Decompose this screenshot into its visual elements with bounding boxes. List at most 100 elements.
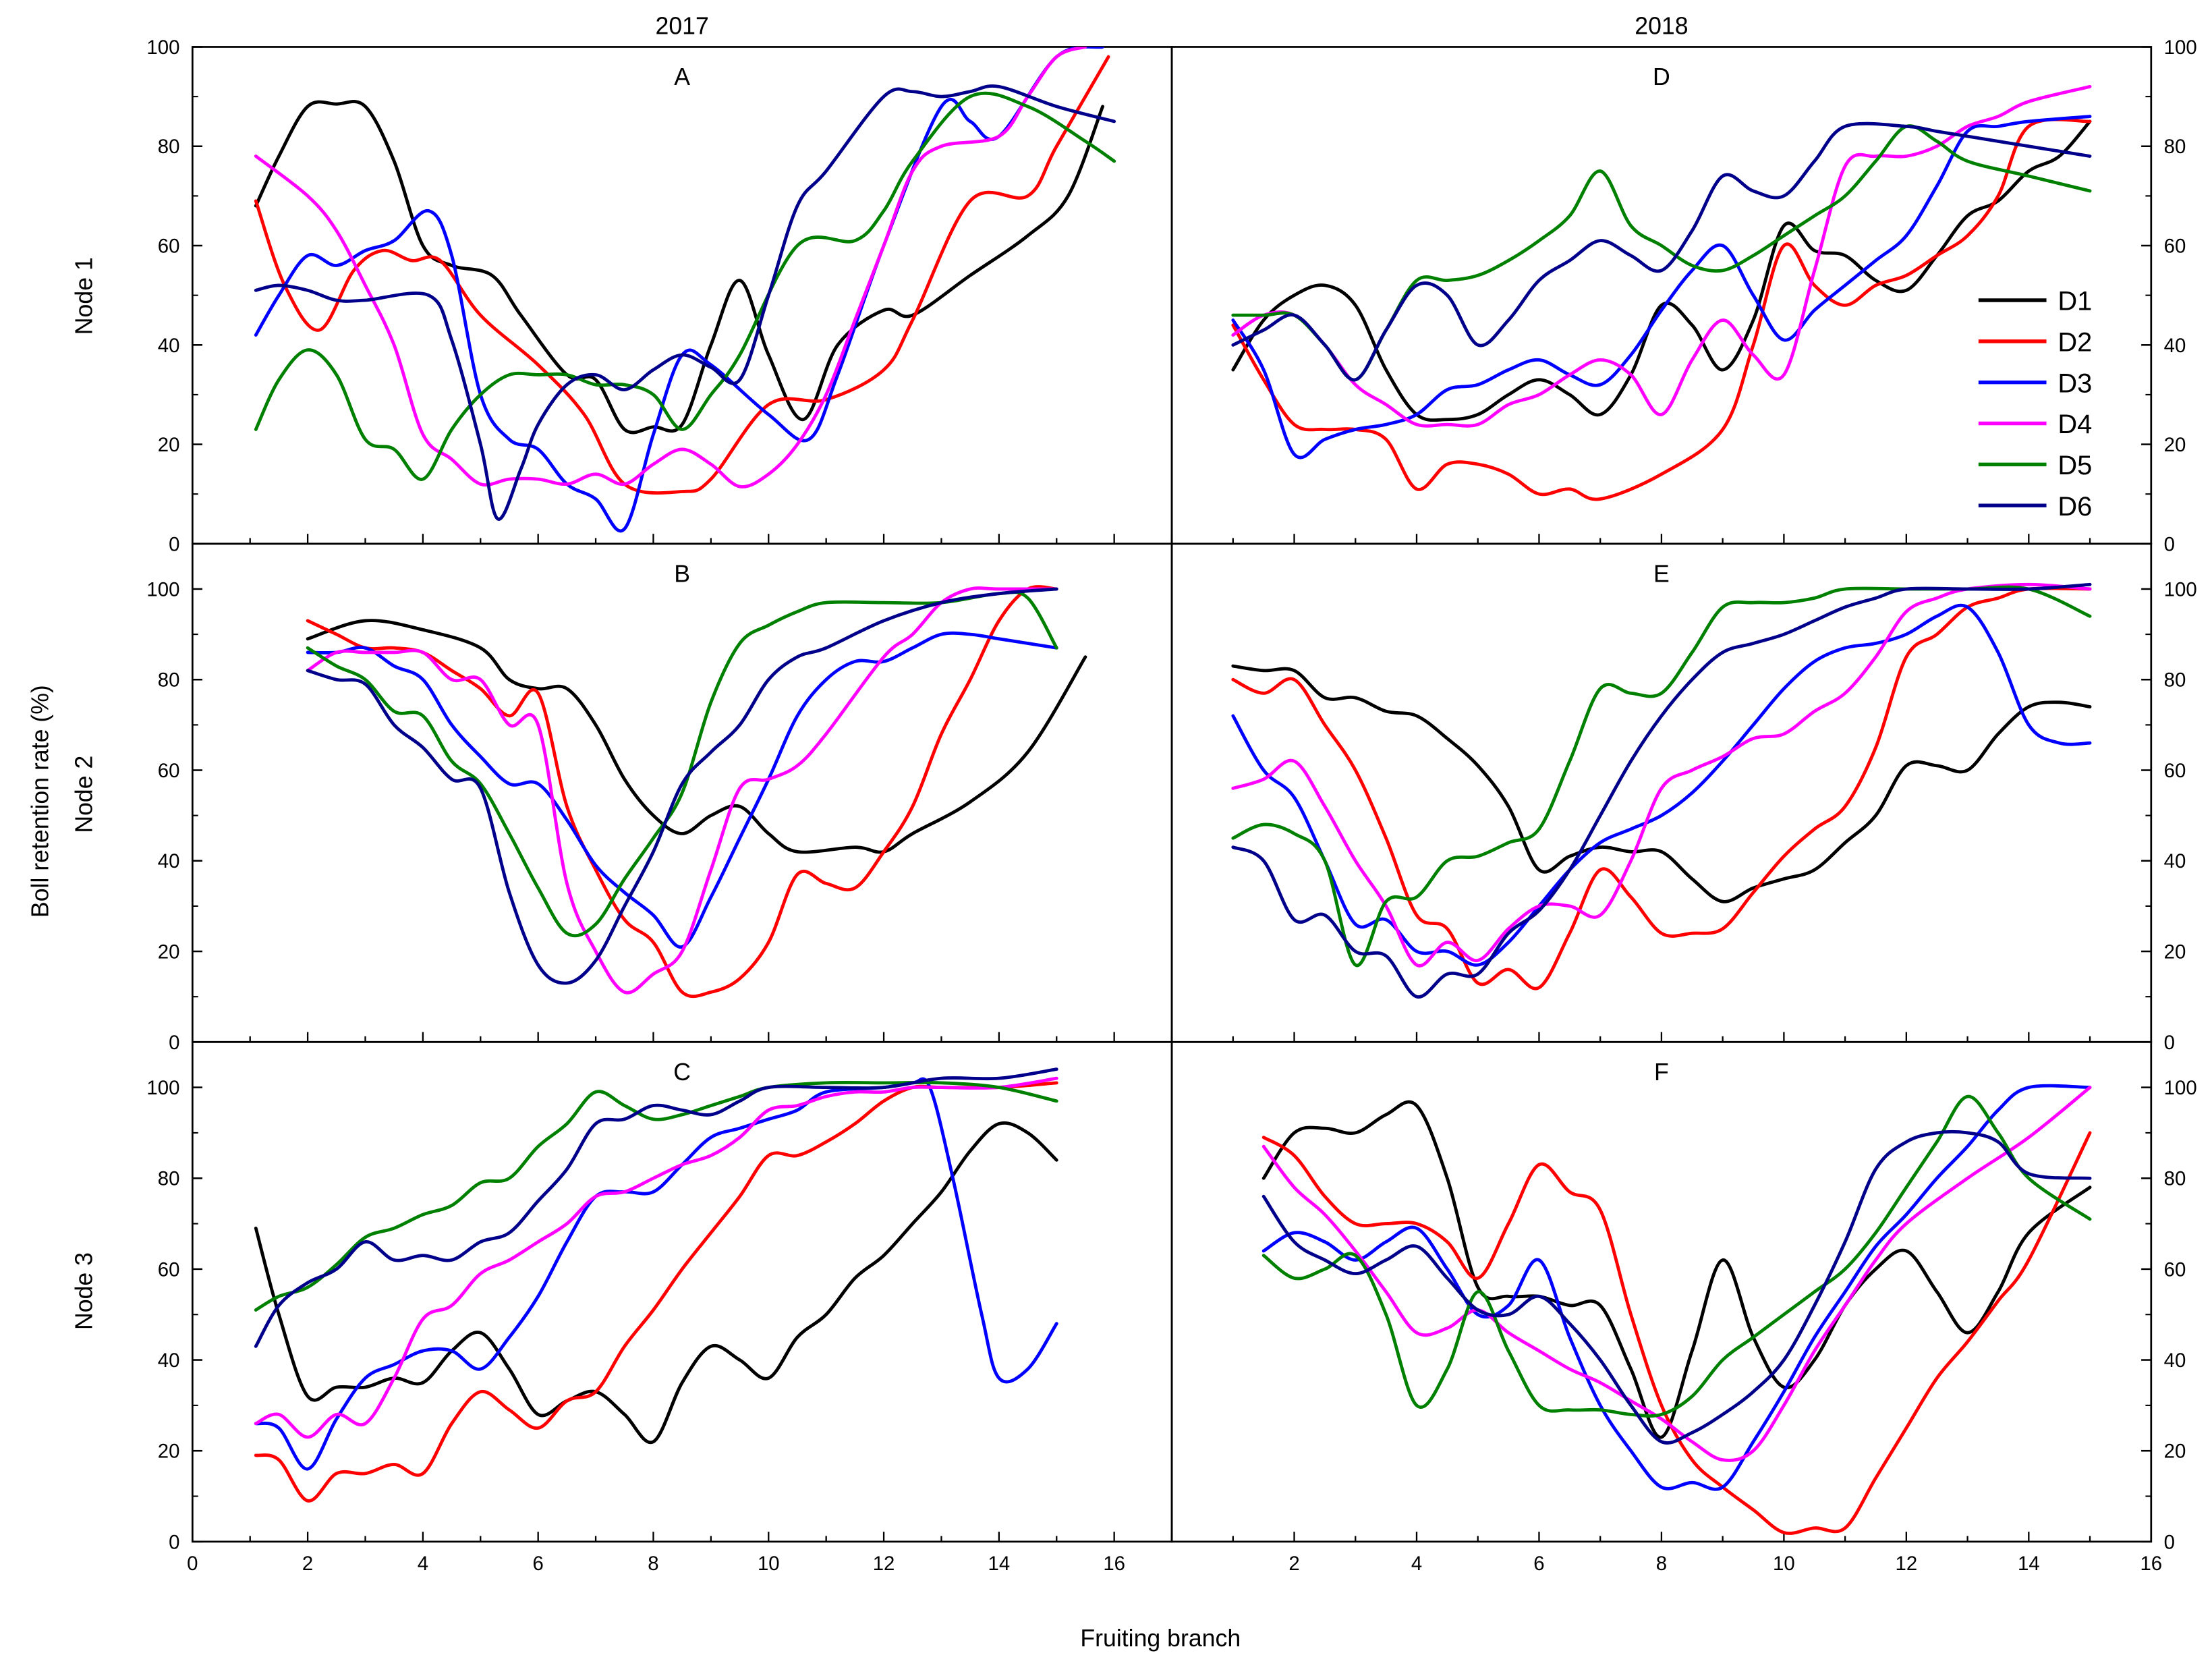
panel-d-series-d6 <box>1231 121 2092 382</box>
panel-d-ytick-label: 20 <box>2164 434 2186 456</box>
panel-a-label: A <box>674 63 690 90</box>
panel-e-ytick-label: 100 <box>2164 578 2197 601</box>
y-axis-title: Boll retention rate (%) <box>26 685 53 918</box>
panel-f-xtick-label: 12 <box>1896 1553 1918 1575</box>
panel-d-ytick-label: 100 <box>2164 36 2197 59</box>
panel-b-series-d6 <box>306 587 1058 985</box>
panel-e-series-d3 <box>1231 603 2092 967</box>
text-labels: 2017 2018 Node 1 Node 2 Node 3 Boll rete… <box>26 13 1688 1652</box>
panel-d-series-d2 <box>1231 117 2092 501</box>
legend-label-d5: D5 <box>2058 451 2092 480</box>
panel-c-xtick-label: 0 <box>187 1553 198 1575</box>
panel-d-label: D <box>1653 63 1670 90</box>
panel-c-series-d2 <box>254 1081 1058 1503</box>
panel-b-ytick-label: 100 <box>146 578 179 601</box>
panel-b-ytick-label: 40 <box>158 850 180 872</box>
panel-c-ytick-label: 0 <box>169 1531 179 1553</box>
row-label-node-1: Node 1 <box>70 257 97 335</box>
panel-f-series-d6 <box>1261 1129 2092 1445</box>
panel-f-ytick-label: 80 <box>2164 1168 2186 1190</box>
panel-f-series-d4 <box>1261 1086 2092 1462</box>
legend-label-d1: D1 <box>2058 287 2092 316</box>
panel-b-ytick-label: 20 <box>158 941 180 964</box>
panel-f-xtick-label: 16 <box>2140 1553 2162 1575</box>
panel-c-xtick-label: 12 <box>873 1553 895 1575</box>
panel-a-series-d2 <box>254 55 1110 495</box>
panel-d-ytick-label: 60 <box>2164 235 2186 258</box>
legend-label-d2: D2 <box>2058 328 2092 358</box>
panel-c-ytick-label: 100 <box>146 1077 179 1099</box>
panel-c-series-d4 <box>254 1076 1058 1439</box>
panel-a-series-d6 <box>254 84 1116 521</box>
panel-c-ytick-label: 40 <box>158 1349 180 1372</box>
panel-e-series-d5 <box>1231 585 2092 968</box>
panel-a-ytick-label: 40 <box>158 335 180 357</box>
panel-e-ytick-label: 40 <box>2164 850 2186 872</box>
row-label-node-2: Node 2 <box>70 756 97 833</box>
panel-d-ytick-label: 0 <box>2164 533 2175 555</box>
panel-f-xtick-label: 8 <box>1656 1553 1667 1575</box>
panel-e-series-d6 <box>1231 582 2092 999</box>
panel-a-series-d3 <box>254 47 1104 533</box>
panel-b-label: B <box>674 560 690 587</box>
year-label-2017: 2017 <box>656 13 709 40</box>
panel-d-series-d4 <box>1231 84 2092 428</box>
legend-label-d3: D3 <box>2058 368 2092 398</box>
panel-f-xtick-label: 4 <box>1411 1553 1422 1575</box>
panel-b-series-d5 <box>306 590 1058 938</box>
panel-f-xtick-label: 6 <box>1533 1553 1544 1575</box>
panel-f-ytick-label: 0 <box>2164 1531 2175 1553</box>
panel-d-ytick-label: 80 <box>2164 136 2186 158</box>
panel-a-ytick-label: 100 <box>146 36 179 59</box>
panel-f-series-d5 <box>1261 1094 2092 1418</box>
x-axis-title: Fruiting branch <box>1080 1625 1241 1652</box>
panel-f-ytick-label: 60 <box>2164 1258 2186 1281</box>
panel-a-ytick-label: 20 <box>158 434 180 456</box>
panel-f-series-d3 <box>1261 1084 2092 1491</box>
panel-e-label: E <box>1653 560 1670 587</box>
panel-c-xtick-label: 16 <box>1103 1553 1125 1575</box>
panel-c-series-d6 <box>254 1067 1058 1348</box>
panel-c-frame <box>191 1040 1173 1543</box>
panel-f-xtick-label: 10 <box>1773 1553 1795 1575</box>
panel-f-ytick-label: 100 <box>2164 1077 2197 1099</box>
year-label-2018: 2018 <box>1635 13 1688 40</box>
legend: D1 D2 D3 D4 D5 D6 <box>1978 287 2092 522</box>
panel-b-ytick-label: 80 <box>158 669 180 692</box>
panel-c-ytick-label: 80 <box>158 1168 180 1190</box>
panel-a-series-d1 <box>254 100 1104 435</box>
panel-a-series-d5 <box>254 91 1116 481</box>
panel-f-ytick-label: 20 <box>2164 1441 2186 1463</box>
panel-c-series-d1 <box>254 1121 1058 1445</box>
panel-c-series-d5 <box>254 1080 1058 1312</box>
legend-label-d6: D6 <box>2058 492 2092 522</box>
panel-c-ytick-label: 60 <box>158 1258 180 1281</box>
panel-c-xtick-label: 4 <box>418 1553 428 1575</box>
panel-b-ytick-label: 60 <box>158 760 180 782</box>
panel-a-ytick-label: 60 <box>158 235 180 258</box>
panel-c-xtick-label: 2 <box>302 1553 313 1575</box>
panel-c-ytick-label: 20 <box>158 1441 180 1463</box>
panel-b-series-d1 <box>306 619 1087 854</box>
panel-a-ytick-label: 0 <box>169 533 179 555</box>
panel-f-ytick-label: 40 <box>2164 1349 2186 1372</box>
panel-e-ytick-label: 20 <box>2164 941 2186 964</box>
panel-e-ytick-label: 0 <box>2164 1032 2175 1054</box>
panel-d-series-d5 <box>1231 124 2092 382</box>
data-series <box>254 47 2092 1535</box>
panel-e-series-d4 <box>1231 582 2092 968</box>
panel-b-ytick-label: 0 <box>169 1032 179 1054</box>
panel-d-series-d3 <box>1231 115 2092 459</box>
panel-e-ytick-label: 60 <box>2164 760 2186 782</box>
row-label-node-3: Node 3 <box>70 1252 97 1330</box>
panel-c-label: C <box>673 1059 691 1086</box>
panel-e-series-d1 <box>1231 664 2092 903</box>
panel-f-label: F <box>1654 1059 1669 1086</box>
panel-a-series-d4 <box>254 47 1087 489</box>
panel-c-xtick-label: 14 <box>988 1553 1011 1575</box>
panel-e-ytick-label: 80 <box>2164 669 2186 692</box>
panel-b-series-d4 <box>306 586 1058 995</box>
